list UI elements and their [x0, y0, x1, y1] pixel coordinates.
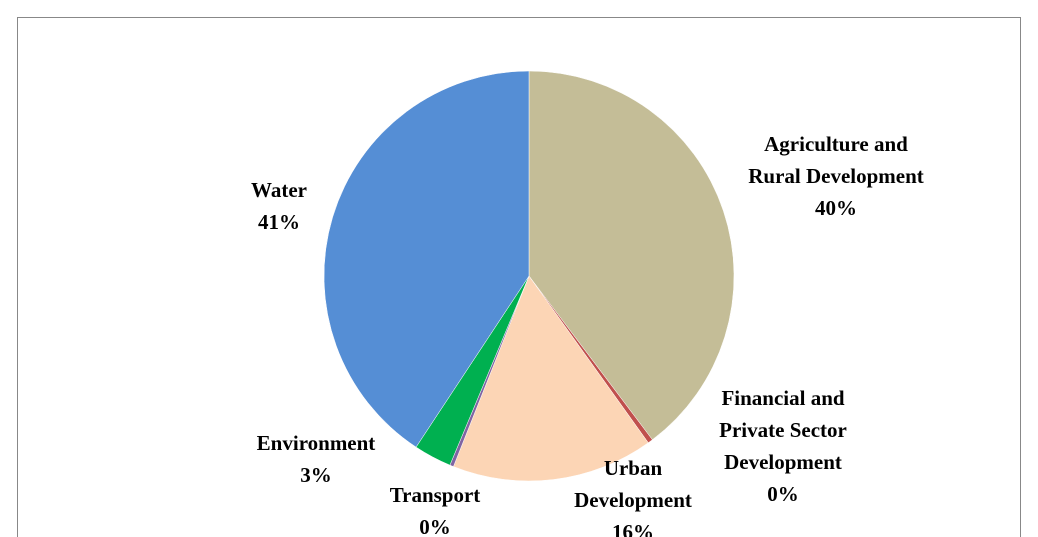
- value-label: 40%: [815, 196, 857, 220]
- value-label: 41%: [258, 210, 300, 234]
- category-label: Financial and Private Sector Development: [719, 386, 847, 474]
- value-label: 0%: [767, 482, 799, 506]
- category-label: Urban Development: [574, 456, 692, 512]
- category-label: Transport: [389, 483, 481, 507]
- slice-label: Agriculture and Rural Development 40%: [744, 128, 929, 224]
- value-label: 3%: [300, 463, 332, 487]
- slice-label: Transport 0%: [370, 479, 500, 537]
- chart-frame: [17, 17, 1021, 537]
- pie-slice: [453, 275, 649, 482]
- slice-label: Urban Development 16%: [553, 452, 713, 537]
- slice-label: Water 41%: [229, 174, 329, 238]
- slice-label: Environment 3%: [236, 427, 396, 491]
- category-label: Agriculture and Rural Development: [748, 132, 924, 188]
- slice-label: Financial and Private Sector Development…: [701, 382, 866, 510]
- value-label: 16%: [612, 520, 654, 537]
- category-label: Water: [251, 178, 307, 202]
- pie-slice: [323, 70, 530, 448]
- category-label: Environment: [256, 431, 376, 455]
- value-label: 0%: [419, 515, 451, 537]
- pie-slice: [528, 70, 735, 441]
